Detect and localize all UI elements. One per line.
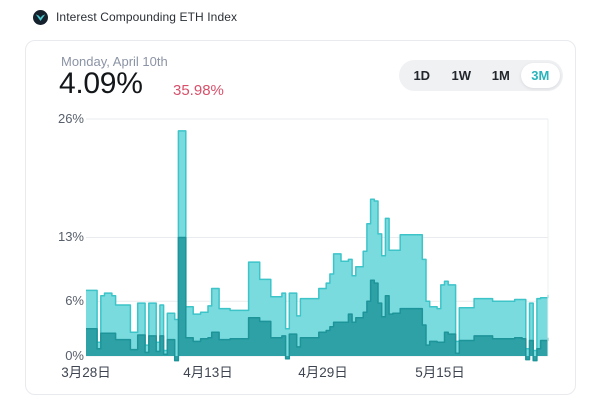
range-button-1w[interactable]: 1W	[451, 68, 472, 83]
chart-card: Monday, April 10th 4.09% 35.98% 1D 1W 1M…	[25, 40, 576, 395]
range-button-3m[interactable]: 3M	[520, 63, 560, 88]
x-axis-tick-apr13: 4月13日	[183, 365, 233, 380]
apy-value: 4.09%	[59, 67, 143, 100]
x-axis-tick-apr29: 4月29日	[298, 365, 348, 380]
apy-area-chart[interactable]	[86, 118, 549, 370]
y-axis-tick-13: 13%	[57, 229, 84, 244]
page-header: Interest Compounding ETH Index	[0, 0, 600, 34]
range-button-1m[interactable]: 1M	[491, 68, 510, 83]
range-selector: 1D 1W 1M 3M	[399, 60, 563, 91]
y-axis-tick-26: 26%	[57, 111, 84, 126]
y-axis-tick-0: 0%	[65, 348, 84, 363]
hovered-date-label: Monday, April 10th	[61, 54, 168, 69]
page-title: Interest Compounding ETH Index	[56, 10, 238, 24]
token-logo-icon	[33, 9, 48, 25]
x-axis-tick-may15: 5月15日	[415, 365, 465, 380]
range-button-1d[interactable]: 1D	[413, 68, 431, 83]
y-axis-tick-6: 6%	[65, 293, 84, 308]
x-axis-tick-mar28: 3月28日	[61, 365, 111, 380]
change-value: 35.98%	[173, 82, 224, 99]
